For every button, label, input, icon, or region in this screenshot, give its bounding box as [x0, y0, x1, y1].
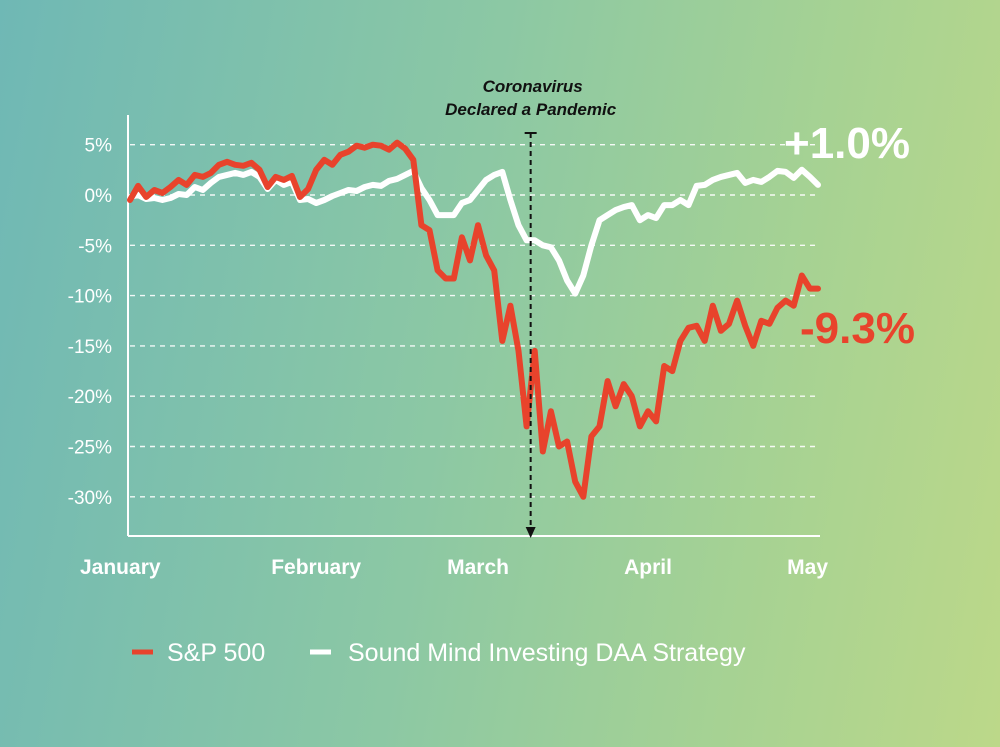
x-tick-labels: January February March April May	[80, 556, 828, 579]
annotation-line-1: Coronavirus	[483, 77, 583, 96]
sp500-end-label: -9.3%	[800, 304, 915, 353]
pandemic-annotation: Coronavirus Declared a Pandemic	[445, 77, 617, 538]
daa-end-label: +1.0%	[784, 119, 910, 168]
y-tick-label: -20%	[68, 387, 112, 408]
legend-label-sp500: S&P 500	[167, 639, 265, 667]
y-tick-label: -15%	[68, 337, 112, 358]
x-tick-label: January	[80, 556, 161, 579]
y-tick-label: -5%	[78, 236, 112, 257]
x-tick-label: March	[447, 556, 509, 579]
y-tick-labels: 5% 0% -5% -10% -15% -20% -25% -30%	[68, 136, 112, 509]
x-tick-label: February	[271, 556, 361, 579]
y-tick-label: -30%	[68, 488, 112, 509]
daa-strategy-line	[127, 166, 821, 297]
down-arrow-icon	[525, 527, 536, 538]
axes	[127, 115, 820, 537]
legend-label-daa: Sound Mind Investing DAA Strategy	[348, 639, 746, 667]
x-tick-label: May	[787, 556, 828, 579]
y-tick-label: -10%	[68, 287, 112, 308]
y-tick-label: 0%	[85, 186, 113, 207]
sp500-line	[127, 139, 821, 500]
legend: S&P 500 Sound Mind Investing DAA Strateg…	[132, 639, 746, 667]
y-tick-label: -25%	[68, 438, 112, 459]
series-lines	[127, 139, 821, 500]
y-tick-label: 5%	[85, 136, 113, 157]
x-tick-label: April	[624, 556, 672, 579]
end-labels: +1.0% -9.3%	[784, 119, 915, 353]
annotation-line-2: Declared a Pandemic	[445, 100, 617, 119]
